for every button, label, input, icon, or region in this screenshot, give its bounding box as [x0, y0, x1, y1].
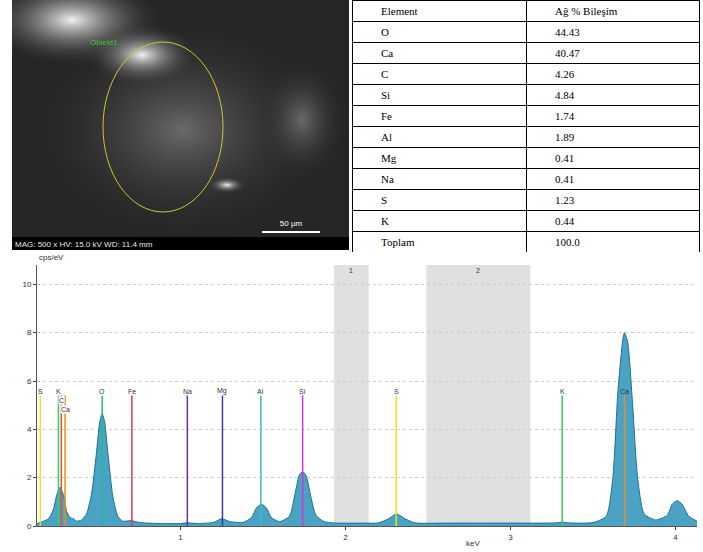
- svg-text:K: K: [560, 388, 565, 395]
- svg-text:Fe: Fe: [128, 388, 136, 395]
- svg-text:4: 4: [673, 533, 678, 542]
- html-text:1.89: 1.89: [555, 131, 575, 143]
- svg-text:50 µm: 50 µm: [280, 219, 303, 228]
- html-text:100.0: 100.0: [555, 236, 580, 248]
- svg-text:Ca: Ca: [620, 388, 629, 395]
- html-text:4.26: 4.26: [555, 68, 575, 80]
- html-text:0.41: 0.41: [555, 152, 575, 164]
- svg-text:S: S: [38, 388, 43, 395]
- svg-text:C: C: [59, 397, 64, 404]
- svg-text:O: O: [99, 388, 105, 395]
- html-text:1.74: 1.74: [555, 110, 575, 122]
- svg-text:MAG: 500 x HV: 15.0 kV WD: 1: MAG: 500 x HV: 15.0 kV WD: 11.4 mm: [15, 240, 153, 249]
- html-text:Ağ % Bileşim: Ağ % Bileşim: [555, 5, 618, 17]
- svg-text:Na: Na: [183, 388, 192, 395]
- svg-text:10: 10: [22, 280, 31, 289]
- svg-text:Ca: Ca: [61, 406, 70, 413]
- html-text:Toplam: Toplam: [381, 236, 415, 248]
- svg-text:2: 2: [27, 473, 32, 482]
- html-text:Al: Al: [381, 131, 392, 143]
- svg-text:8: 8: [27, 328, 32, 337]
- svg-text:S: S: [394, 388, 399, 395]
- html-text:0.41: 0.41: [555, 173, 575, 185]
- svg-text:Al: Al: [257, 388, 264, 395]
- html-text:1.23: 1.23: [555, 194, 575, 206]
- svg-text:3: 3: [508, 533, 513, 542]
- html-text:Fe: Fe: [381, 110, 392, 122]
- html-text:0.44: 0.44: [555, 215, 575, 227]
- html-text:Ca: Ca: [381, 47, 394, 59]
- svg-text:1: 1: [349, 267, 353, 274]
- svg-text:2: 2: [476, 267, 480, 274]
- svg-text:4: 4: [27, 425, 32, 434]
- html-text:Mg: Mg: [381, 152, 397, 164]
- html-text:40.47: 40.47: [555, 47, 580, 59]
- html-text:C: C: [381, 68, 389, 80]
- svg-text:cps/eV: cps/eV: [39, 253, 64, 262]
- html-text:K: K: [381, 215, 389, 227]
- svg-text:Obiekt1: Obiekt1: [90, 38, 118, 47]
- svg-text:K: K: [56, 388, 61, 395]
- html-text:S: S: [381, 194, 388, 206]
- svg-text:0: 0: [27, 522, 32, 531]
- html-text:44.43: 44.43: [555, 26, 580, 38]
- svg-text:Mg: Mg: [217, 387, 227, 395]
- html-text:4.84: 4.84: [555, 89, 575, 101]
- svg-text:1: 1: [178, 533, 183, 542]
- svg-text:6: 6: [27, 377, 32, 386]
- html-text:Na: Na: [381, 173, 394, 185]
- html-text:Si: Si: [381, 89, 391, 101]
- html-text:O: O: [381, 26, 389, 38]
- svg-text:Si: Si: [299, 388, 306, 395]
- svg-text:2: 2: [343, 533, 348, 542]
- svg-text:keV: keV: [466, 539, 480, 548]
- html-text:Element: Element: [381, 5, 418, 17]
